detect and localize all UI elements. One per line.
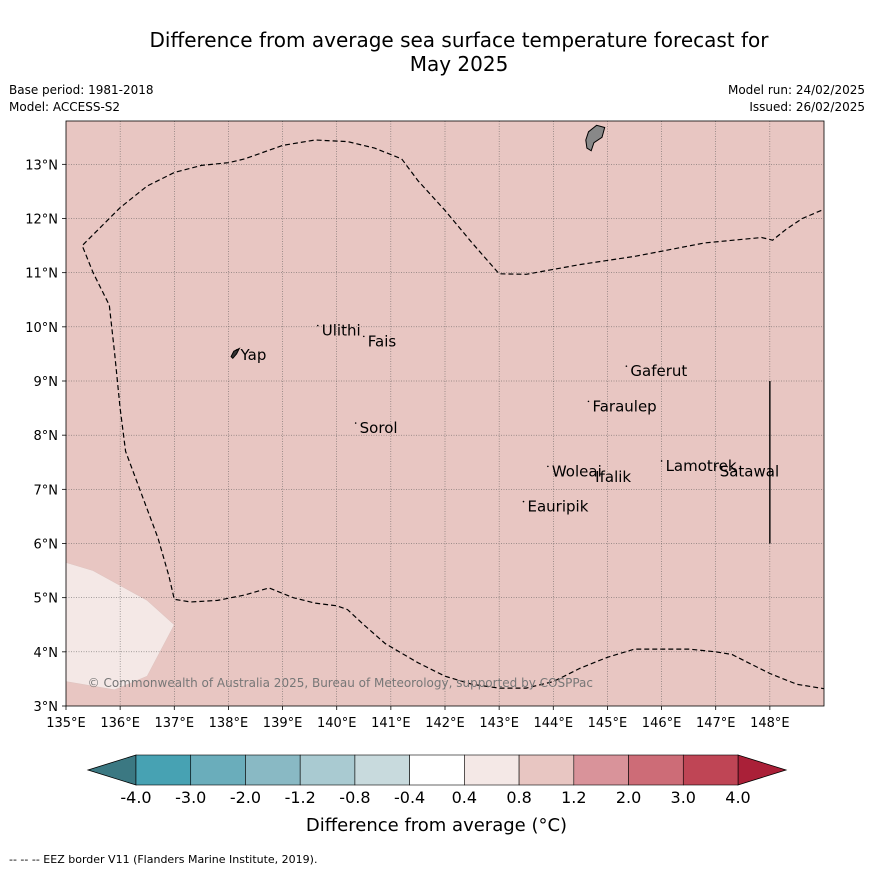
lon-tick-label: 136°E [100, 716, 140, 731]
colorbar-tick-label: -0.8 [339, 788, 370, 807]
lon-tick-label: 146°E [642, 716, 682, 731]
lat-tick-label: 5°N [34, 592, 59, 607]
place-label: Gaferut [630, 362, 687, 380]
lon-tick-label: 147°E [696, 716, 736, 731]
colorbar-tick-label: -2.0 [230, 788, 261, 807]
lon-tick-label: 143°E [479, 716, 519, 731]
colorbar: -4.0 -3.0 -2.0 -1.2 -0.8 -0.4 0.4 0.8 1.2 2.0 3.0 4… [86, 754, 788, 807]
lon-tick-label: 144°E [534, 716, 574, 731]
place-marker [590, 470, 592, 473]
lat-tick-label: 3°N [34, 700, 59, 715]
model-run: Model run: 24/02/2025 [727, 83, 865, 97]
colorbar-segment [573, 754, 629, 786]
lat-tick-label: 12°N [25, 213, 58, 228]
colorbar-tick-label: 4.0 [725, 788, 750, 807]
footer-note: -- -- -- EEZ border V11 (Flanders Marine… [9, 853, 318, 866]
lat-tick-label: 10°N [25, 321, 58, 336]
axis-labels: 135°E 136°E 137°E 138°E 139°E 140°E 141°E 142°E… [25, 158, 789, 731]
place-marker [660, 460, 663, 462]
place-marker [316, 324, 319, 327]
colorbar-segment [464, 754, 520, 786]
colorbar-segment [682, 754, 739, 786]
place-label: Fais [368, 332, 397, 350]
place-label: Satawal [720, 462, 779, 480]
colorbar-tick-label: 3.0 [671, 788, 696, 807]
lat-tick-label: 13°N [25, 158, 58, 173]
place-label: Ulithi [322, 322, 361, 340]
colorbar-tick-label: -1.2 [285, 788, 316, 807]
place-marker [235, 349, 238, 351]
meta-left: Base period: 1981-2018 Model: ACCESS-S2 [9, 82, 154, 116]
lon-tick-label: 139°E [263, 716, 303, 731]
lon-tick-label: 140°E [317, 716, 357, 731]
colorbar-tick-label: 0.8 [506, 788, 531, 807]
lon-tick-label: 135°E [46, 716, 86, 731]
base-period: Base period: 1981-2018 [9, 83, 154, 97]
place-label: Woleai [552, 462, 602, 480]
colorbar-tick-label: -0.4 [394, 788, 425, 807]
title-line-2: May 2025 [409, 52, 509, 76]
place-label: Lamotrek [666, 457, 737, 475]
place-marker [625, 365, 628, 367]
colorbar-segment [354, 754, 410, 786]
lon-tick-label: 137°E [155, 716, 195, 731]
map-layer: Yap Ulithi Fais Gaferut Faraulep Sorol Lamotre… [25, 120, 825, 731]
lat-tick-label: 4°N [34, 646, 59, 661]
eez-border [81, 139, 825, 690]
lon-tick-label: 142°E [425, 716, 465, 731]
colorbar-segment [409, 754, 465, 786]
place-marker [547, 465, 549, 468]
lat-tick-label: 9°N [34, 375, 59, 390]
place-marker [354, 422, 357, 424]
place-label: Sorol [360, 419, 398, 437]
title-line-1: Difference from average sea surface temp… [149, 28, 769, 52]
copyright-text: © Commonwealth of Australia 2025, Bureau… [88, 676, 593, 690]
colorbar-tick-label: 1.2 [561, 788, 586, 807]
lat-tick-label: 11°N [25, 267, 58, 282]
colorbar-segment [518, 754, 575, 786]
colorbar-segment [245, 754, 301, 786]
lon-tick-label: 141°E [371, 716, 411, 731]
lon-tick-label: 138°E [209, 716, 249, 731]
colorbar-segment [628, 754, 684, 786]
lat-tick-label: 6°N [34, 538, 59, 553]
colorbar-tick-label: 0.4 [452, 788, 477, 807]
meta-right: Model run: 24/02/2025 Issued: 26/02/2025 [728, 82, 865, 116]
colorbar-segment [299, 754, 356, 786]
lon-tick-label: 148°E [750, 716, 790, 731]
place-marker [714, 465, 717, 468]
colorbar-label: Difference from average (°C) [305, 815, 568, 836]
place-labels: Yap Ulithi Fais Gaferut Faraulep Sorol Lamotre… [235, 322, 779, 516]
place-label: Yap [240, 346, 267, 364]
guam-landmass [585, 124, 606, 152]
lon-tick-label: 145°E [588, 716, 628, 731]
lat-tick-label: 7°N [34, 483, 59, 498]
place-label: Faraulep [592, 397, 656, 415]
map-title: Difference from average sea surface temp… [0, 28, 873, 76]
place-label: Ifalik [595, 468, 631, 486]
colorbar-segment [135, 754, 192, 786]
place-marker [522, 500, 525, 503]
issued-date: Issued: 26/02/2025 [749, 100, 865, 114]
colorbar-low-arrow [86, 754, 137, 786]
yap-landmass [230, 347, 241, 360]
model-name: Model: ACCESS-S2 [9, 100, 121, 114]
colorbar-segment [190, 754, 246, 786]
lat-tick-label: 8°N [34, 429, 59, 444]
colorbar-tick-label: -3.0 [175, 788, 206, 807]
place-marker [362, 335, 365, 338]
colorbar-high-arrow [737, 754, 788, 786]
colorbar-tick-label: 2.0 [616, 788, 641, 807]
place-label: Eauripik [528, 498, 589, 516]
place-marker [587, 400, 590, 403]
colorbar-tick-label: -4.0 [120, 788, 151, 807]
